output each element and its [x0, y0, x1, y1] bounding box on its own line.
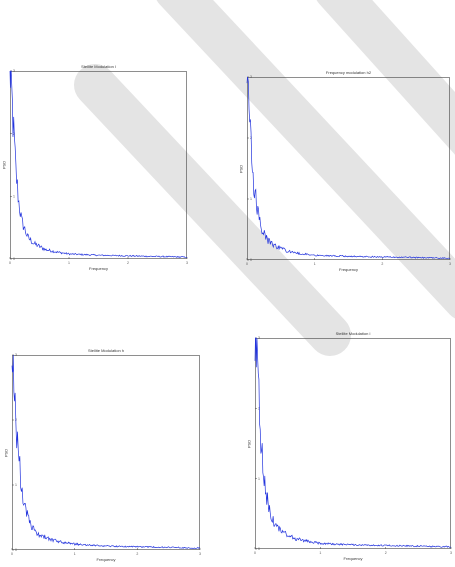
subplot-bottom-right: Stellite Modulation l Frequency PSD 0 1 2 3… [247, 331, 453, 561]
subplot-top-left: Stellite Modulation l Frequency PSD 0 1 2 3… [2, 64, 189, 271]
x-tick-label: 3 [186, 261, 188, 265]
x-axis-label: Frequency [343, 556, 363, 561]
axes-frame [247, 77, 450, 260]
y-tick-label: 3 [13, 69, 15, 73]
x-tick-label: 1 [74, 552, 76, 556]
y-axis-label: PSD [246, 439, 252, 448]
y-axis-label: PSD [238, 164, 244, 173]
x-tick-label: 1 [68, 261, 70, 265]
axes-frame [10, 71, 187, 259]
watermark-stripe [316, 0, 455, 155]
y-tick-label: 1 [15, 483, 17, 487]
x-tick-label: 2 [381, 262, 383, 266]
axes-frame [255, 338, 451, 549]
series-line [254, 337, 452, 548]
series-line [9, 70, 188, 259]
y-tick-label: 0 [13, 257, 15, 261]
x-axis-label: Frequency [339, 267, 358, 272]
watermark-stripe [74, 64, 351, 356]
y-tick-label: 1 [13, 195, 15, 199]
x-tick-label: 2 [127, 261, 129, 265]
watermark-stripe [156, 0, 455, 319]
y-tick-label: 3 [250, 75, 252, 79]
y-tick-label: 3 [15, 353, 17, 357]
chart-title: Stellite Modulation l [81, 64, 116, 69]
x-tick-label: 3 [199, 552, 201, 556]
y-tick-label: 0 [258, 547, 260, 551]
x-tick-label: 2 [385, 551, 387, 555]
y-tick-label: 3 [258, 336, 260, 340]
y-axis-label: PSD [1, 160, 7, 170]
x-tick-label: 3 [450, 551, 452, 555]
x-tick-label: 0 [11, 552, 13, 556]
y-tick-label: 0 [15, 548, 17, 552]
x-tick-label: 3 [449, 262, 451, 266]
x-tick-label: 1 [314, 262, 316, 266]
subplot-bottom-left: Stellite Modulation h Frequency PSD 0 1 2 3… [4, 348, 202, 562]
axes-frame [12, 355, 200, 550]
chart-title: Stellite Modulation h [87, 348, 125, 353]
y-tick-label: 0 [250, 258, 252, 262]
chart-title: Stellite Modulation l [335, 331, 371, 336]
y-tick-label: 1 [258, 477, 260, 481]
series-line [11, 354, 201, 549]
subplot-top-right: Frequency modulation h2 Frequency PSD 0 1… [239, 70, 452, 272]
x-axis-label: Frequency [89, 266, 108, 271]
series-line [246, 76, 451, 259]
y-tick-label: 1 [250, 197, 252, 201]
x-tick-label: 0 [254, 551, 256, 555]
x-tick-label: 0 [9, 261, 11, 265]
x-tick-label: 2 [136, 552, 138, 556]
y-axis-label: PSD [3, 448, 9, 457]
x-tick-label: 0 [246, 262, 248, 266]
x-tick-label: 1 [319, 551, 321, 555]
x-axis-label: Frequency [96, 557, 116, 562]
chart-title: Frequency modulation h2 [325, 70, 372, 75]
